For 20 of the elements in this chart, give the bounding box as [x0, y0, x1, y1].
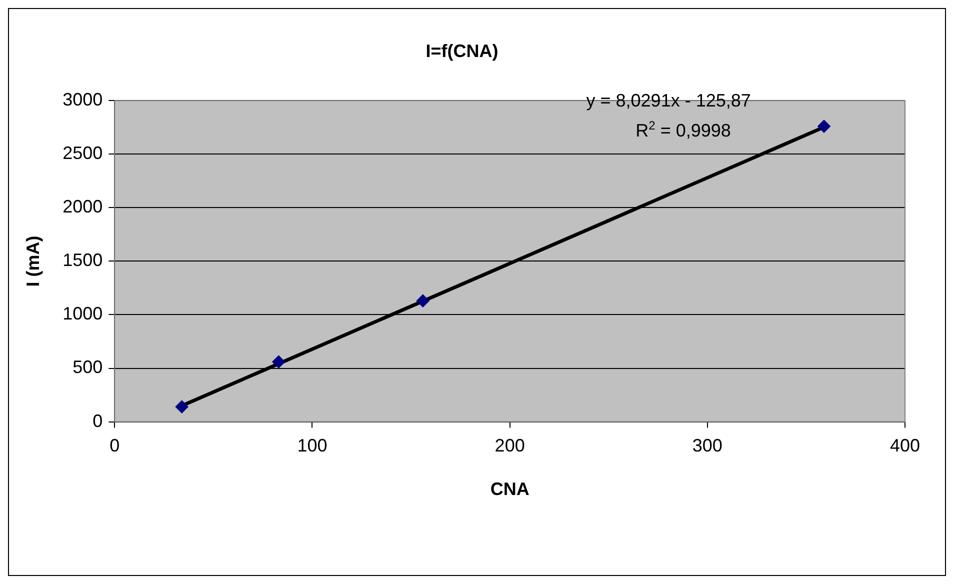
point	[175, 400, 188, 414]
x-axis-title: CNA	[490, 479, 530, 500]
chart-title: I=f(CNA)	[426, 40, 498, 61]
annotation: y = 8,0291x - 125,87	[586, 90, 751, 111]
x-tick-label: 300	[692, 436, 722, 456]
y-tick-label: 2000	[62, 196, 103, 217]
x-tick-label: 0	[110, 436, 120, 456]
y-tick-label: 1500	[62, 250, 103, 270]
point	[817, 120, 830, 133]
point	[416, 294, 430, 308]
y-tick-label: 0	[92, 410, 103, 431]
point	[272, 355, 286, 368]
x-tick-label: 100	[297, 436, 328, 456]
x-tick-label: 400	[890, 436, 920, 456]
y-axis-title: I (mA)	[22, 236, 43, 287]
y-tick-label: 1000	[62, 304, 103, 324]
y-tick-label: 500	[72, 357, 103, 378]
x-tick-label: 200	[494, 436, 525, 456]
y-tick-label: 2500	[62, 143, 103, 164]
y-tick-label: 3000	[62, 90, 103, 110]
